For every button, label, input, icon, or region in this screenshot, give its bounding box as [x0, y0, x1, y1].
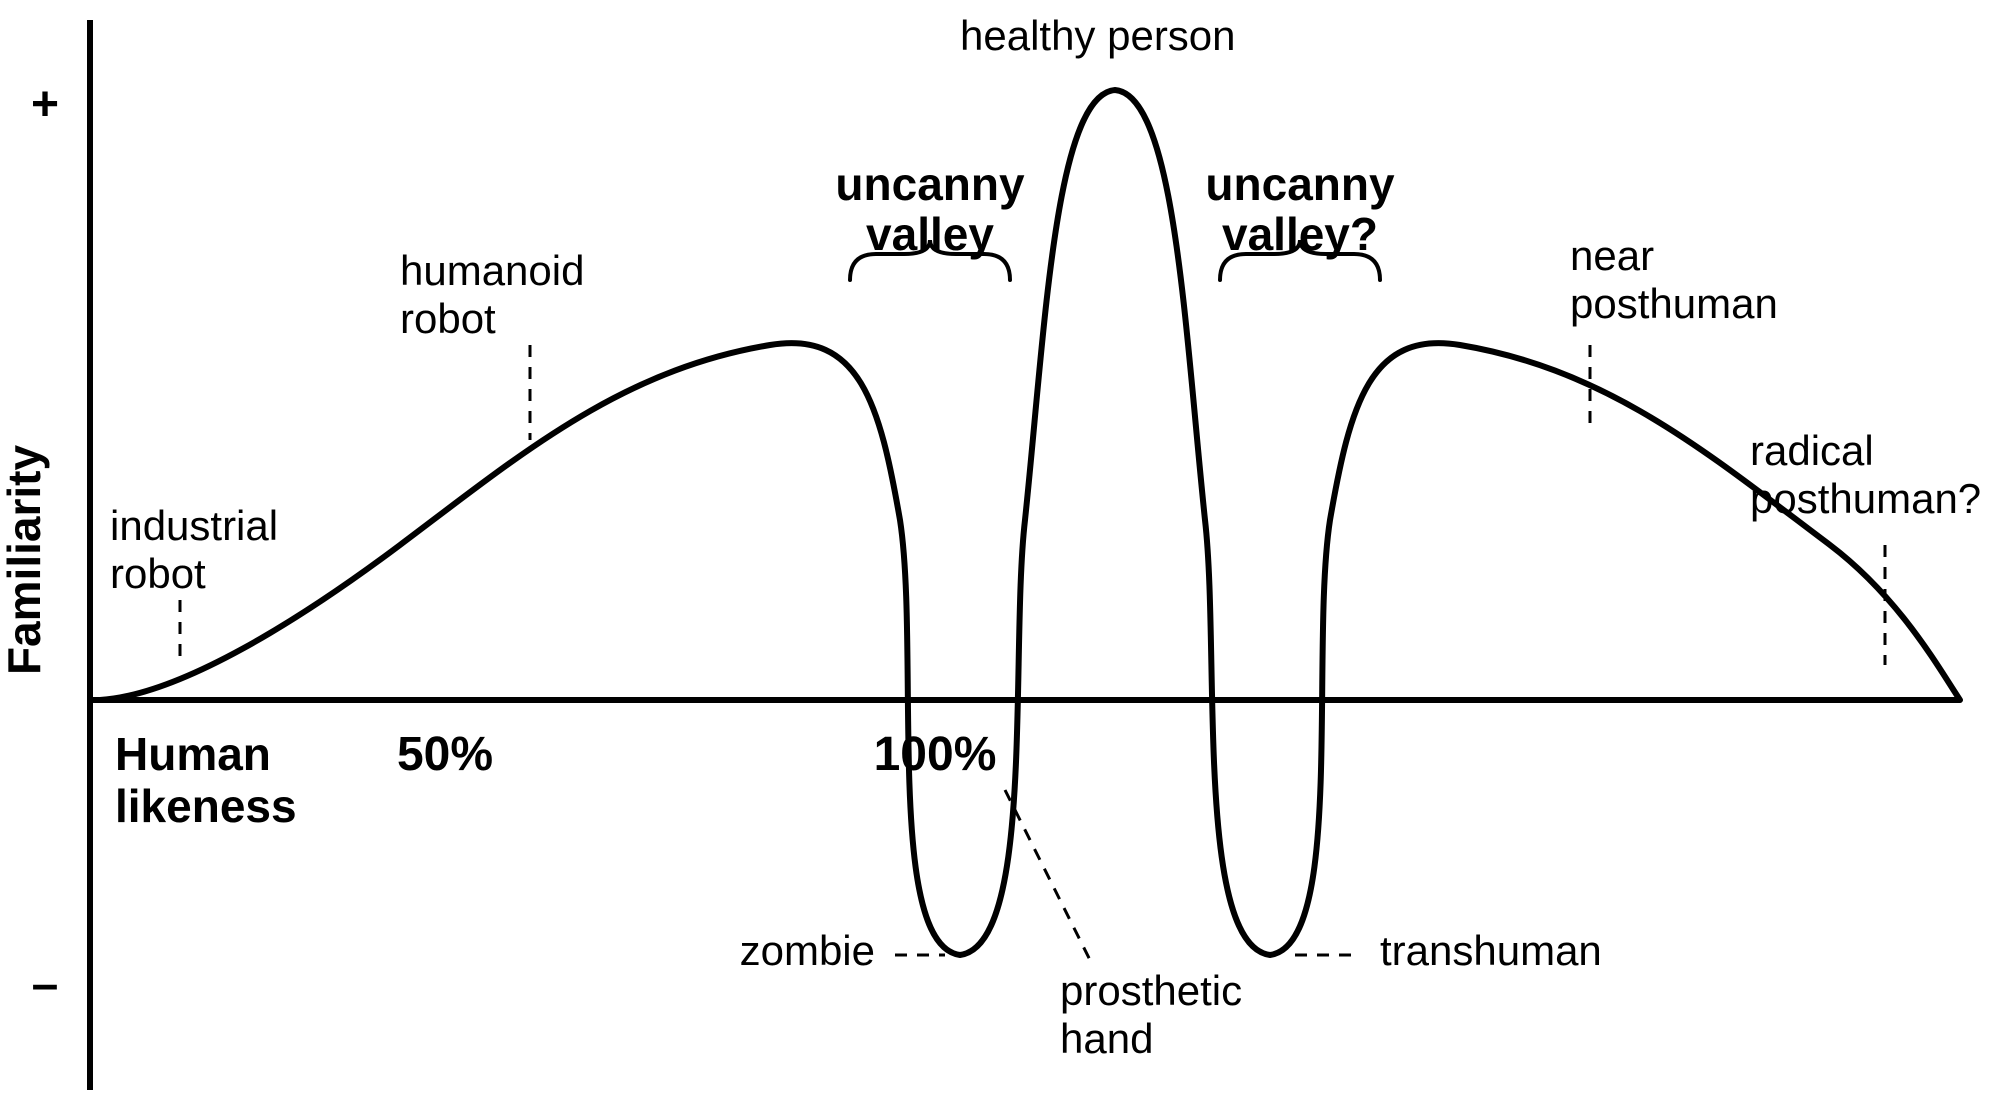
point-label: healthy person	[960, 12, 1236, 59]
point-label: industrialrobot	[110, 502, 278, 597]
point-label: radicalposthuman?	[1750, 427, 1981, 522]
point-label: zombie	[740, 927, 875, 974]
uncanny-valley-label-left: uncannyvalley	[835, 158, 1025, 260]
y-axis-label: Familiarity	[0, 445, 50, 676]
point-label: prosthetichand	[1060, 967, 1242, 1062]
x-tick-50: 50%	[397, 728, 493, 781]
x-tick-100: 100%	[874, 728, 997, 781]
point-labels: healthy person humanoidrobot industrialrob…	[110, 12, 1981, 1062]
point-label: nearposthuman	[1570, 232, 1778, 327]
x-axis-label: Humanlikeness	[115, 728, 297, 832]
y-plus-label: +	[31, 78, 59, 131]
leader-line	[1005, 790, 1090, 960]
y-minus-label: –	[32, 958, 59, 1011]
familiarity-curve	[100, 90, 1960, 955]
point-label: transhuman	[1380, 927, 1602, 974]
point-label: humanoidrobot	[400, 247, 584, 342]
uncanny-valley-chart: + – Familiarity Humanlikeness 50% 100% u…	[0, 0, 2000, 1103]
uncanny-valley-label-right: uncannyvalley?	[1205, 158, 1395, 260]
